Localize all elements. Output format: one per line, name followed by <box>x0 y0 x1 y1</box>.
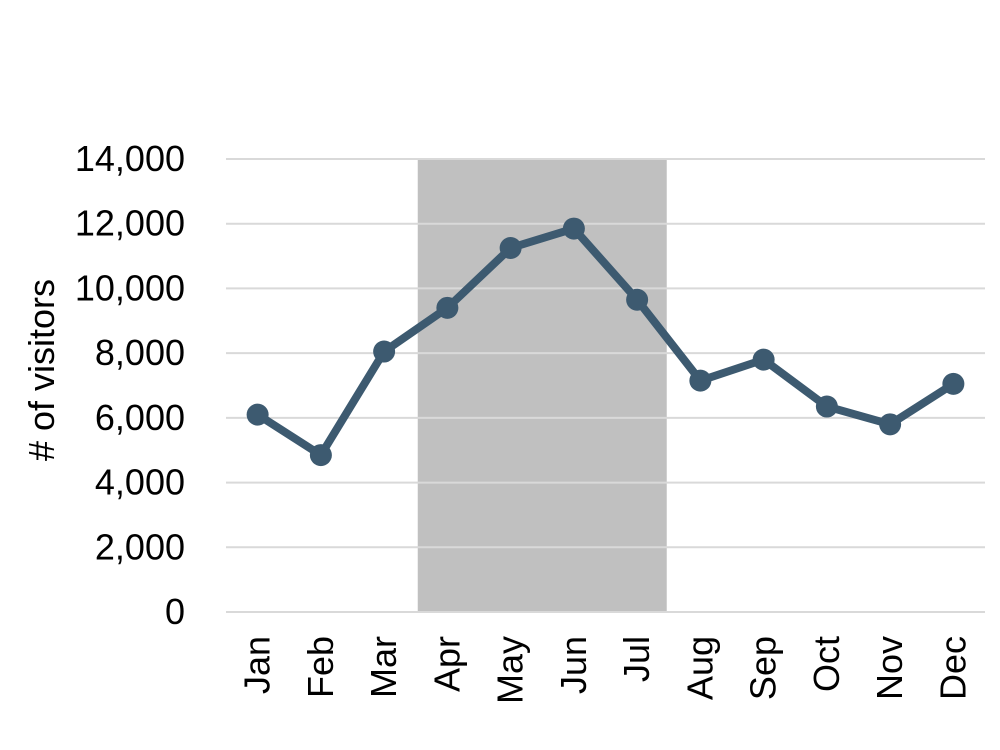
data-point-may <box>499 236 522 259</box>
x-axis-tick-labels: Jan Feb Mar Apr May Jun Jul Aug Sep Oct Nov Dec <box>237 636 974 704</box>
x-tick-label: Feb <box>300 636 341 698</box>
x-tick-label: Jun <box>553 636 594 694</box>
grid-lines <box>226 158 985 613</box>
data-point-aug <box>689 369 712 392</box>
y-tick-label: 14,000 <box>75 138 185 179</box>
y-tick-label: 2,000 <box>95 526 185 567</box>
data-point-oct <box>815 395 838 418</box>
series-markers <box>246 217 965 467</box>
x-tick-label: Oct <box>806 636 847 692</box>
x-tick-label: Aug <box>679 636 720 700</box>
data-point-dec <box>942 372 965 395</box>
data-point-jul <box>626 288 649 311</box>
highlight-band <box>417 159 667 612</box>
x-tick-label: Jul <box>616 636 657 682</box>
data-point-apr <box>436 296 459 319</box>
y-axis-label: # of visitors <box>21 279 62 461</box>
y-axis-tick-labels: 0 2,000 4,000 6,000 8,000 10,000 12,000 14,000 <box>75 138 185 632</box>
x-tick-label: Nov <box>869 636 910 700</box>
x-tick-label: Mar <box>363 636 404 698</box>
x-tick-label: Apr <box>426 636 467 692</box>
y-tick-label: 4,000 <box>95 462 185 503</box>
y-tick-label: 10,000 <box>75 267 185 308</box>
x-tick-label: Sep <box>743 636 784 700</box>
y-tick-label: 12,000 <box>75 203 185 244</box>
y-tick-label: 8,000 <box>95 332 185 373</box>
data-point-jun <box>562 217 585 240</box>
data-point-nov <box>879 413 902 436</box>
y-tick-label: 6,000 <box>95 397 185 438</box>
y-tick-label: 0 <box>165 591 185 632</box>
data-point-jan <box>246 403 269 426</box>
x-tick-label: May <box>490 636 531 704</box>
x-tick-label: Dec <box>932 636 973 700</box>
data-point-sep <box>752 348 775 371</box>
data-point-feb <box>309 444 332 467</box>
data-point-mar <box>373 340 396 363</box>
x-tick-label: Jan <box>237 636 278 694</box>
